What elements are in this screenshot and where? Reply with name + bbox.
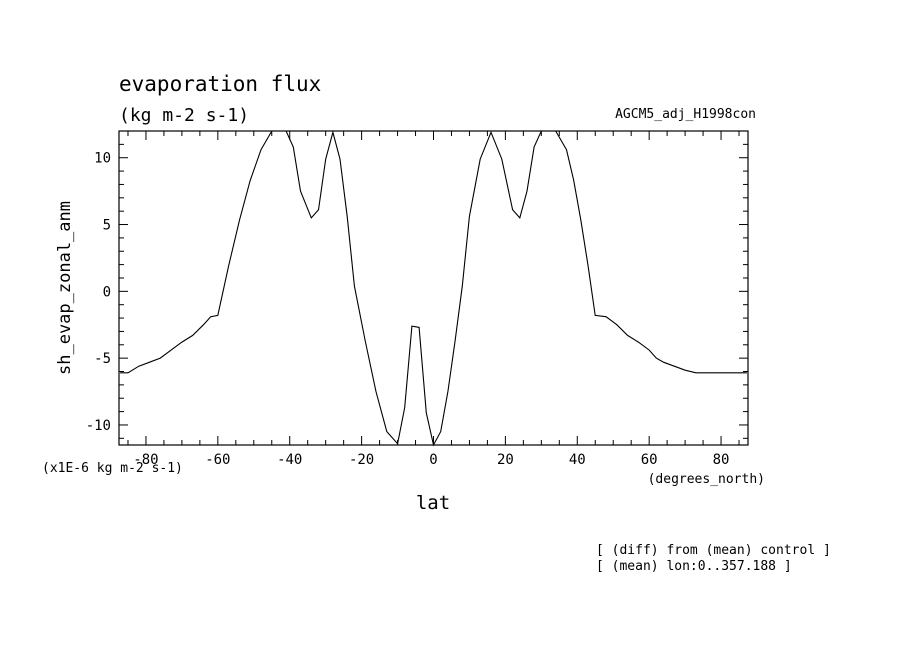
y-tick-label: -5 — [94, 351, 111, 367]
x-tick-label: 60 — [641, 452, 658, 468]
chart-title: evaporation flux — [119, 72, 321, 96]
y-axis-label: sh_evap_zonal_anm — [55, 201, 75, 375]
x-axis-label: lat — [416, 492, 450, 514]
series-line — [120, 130, 747, 447]
x-tick-label: -20 — [349, 452, 374, 468]
y-tick-label: -10 — [86, 418, 111, 434]
x-tick-label: -60 — [205, 452, 230, 468]
plot-frame — [118, 130, 749, 446]
x-tick-label: 0 — [429, 452, 437, 468]
y-tick-labels: -10 -5 0 5 10 — [86, 151, 111, 434]
y-tick-label: 0 — [103, 284, 111, 300]
x-tick-label: 80 — [713, 452, 730, 468]
x-tick-label: -40 — [277, 452, 302, 468]
y-tick-label: 10 — [94, 151, 111, 167]
y-tick-label: 5 — [103, 218, 111, 234]
x-unit-label: (degrees_north) — [648, 472, 765, 487]
note-mean: [ (mean) lon:0..357.188 ] — [596, 559, 792, 574]
x-tick-label: -80 — [133, 452, 158, 468]
chart-subtitle: (kg m-2 s-1) — [119, 105, 249, 126]
x-tick-label: 40 — [569, 452, 586, 468]
y-unit-label: (x1E-6 kg m-2 s-1) — [42, 461, 183, 476]
note-diff: [ (diff) from (mean) control ] — [596, 543, 831, 558]
x-tick-label: 20 — [497, 452, 514, 468]
experiment-label: AGCM5_adj_H1998con — [615, 107, 756, 122]
axis-ticks — [119, 130, 748, 445]
x-tick-labels: -80 -60 -40 -20 0 20 40 60 80 — [133, 452, 729, 468]
